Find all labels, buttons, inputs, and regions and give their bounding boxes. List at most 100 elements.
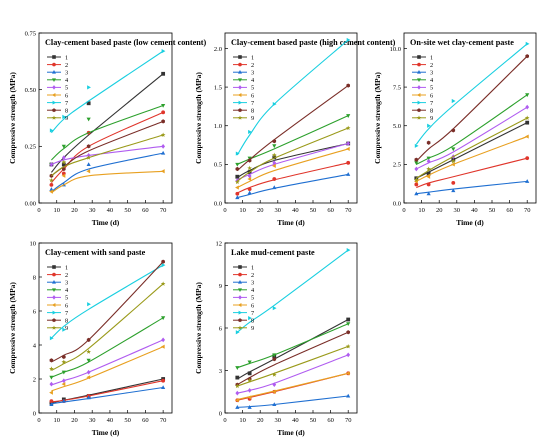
series-6-point — [247, 395, 252, 400]
series-9-fit-line — [237, 345, 349, 387]
series-5-point — [49, 162, 54, 167]
series-3-fit-line — [237, 173, 349, 199]
series-6-point — [86, 375, 91, 380]
chart-title: Clay-cement based paste (low cement cont… — [45, 38, 206, 47]
series-4-point — [414, 161, 419, 166]
series-7-point — [161, 263, 166, 268]
series-3-point — [414, 191, 419, 196]
series-6-point — [49, 189, 53, 194]
legend-marker-6 — [51, 93, 56, 97]
series-8-fit-line — [51, 261, 164, 363]
legend-marker-7 — [52, 100, 57, 105]
legend-marker-5 — [238, 295, 242, 300]
series-2-fit-line — [51, 380, 164, 403]
legend-label-4: 4 — [65, 77, 69, 84]
legend-label-4: 4 — [430, 77, 434, 84]
x-tick-label: 20 — [257, 207, 264, 214]
series-8-point — [62, 354, 66, 359]
legend-label-9: 9 — [251, 325, 254, 332]
y-tick-label: 0.0 — [214, 200, 222, 207]
y-axis-label: Compressive strength (MPa) — [373, 72, 382, 164]
series-2-point — [161, 110, 166, 115]
legend-label-8: 8 — [251, 108, 254, 115]
series-6-point — [235, 185, 239, 190]
series-8-point — [346, 330, 351, 335]
series-7-point — [87, 85, 91, 90]
series-9-point — [234, 383, 240, 389]
legend-marker-3 — [238, 70, 242, 74]
series-9-point — [160, 132, 166, 137]
series-3-fit-line — [51, 386, 164, 405]
legend-marker-4 — [238, 288, 242, 292]
x-tick-label: 0 — [223, 207, 226, 214]
series-7-point — [272, 102, 277, 107]
x-tick-label: 70 — [345, 207, 352, 214]
series-5-fit-line — [416, 106, 528, 170]
series-4-fit-line — [237, 323, 349, 369]
legend-label-5: 5 — [65, 295, 68, 302]
series-6-point — [160, 344, 165, 349]
series-5-point — [346, 352, 351, 358]
series-9-point — [413, 177, 419, 182]
legend-marker-8 — [52, 318, 56, 323]
legend-marker-7 — [52, 310, 57, 315]
x-tick-label: 30 — [275, 207, 282, 214]
y-tick-label: 3 — [219, 368, 222, 375]
series-4-point — [235, 366, 240, 370]
legend-label-1: 1 — [65, 54, 68, 61]
series-3-point — [86, 162, 91, 166]
legend-label-3: 3 — [251, 70, 254, 77]
legend-marker-2 — [238, 62, 242, 67]
plot-frame — [38, 32, 173, 204]
series-6-fit-line — [51, 170, 164, 194]
series-6-point — [451, 162, 455, 167]
series-2-point — [426, 182, 431, 187]
series-3-point — [525, 179, 530, 183]
series-6-point — [160, 169, 165, 174]
legend-marker-2 — [52, 272, 56, 277]
series-6-point — [61, 173, 66, 178]
y-tick-label: 10.0 — [390, 46, 401, 53]
y-tick-label: 2.0 — [214, 46, 222, 53]
series-9-point — [271, 372, 277, 377]
series-4-point — [247, 360, 252, 365]
legend-label-1: 1 — [251, 54, 254, 61]
y-tick-label: 0.75 — [25, 30, 36, 37]
series-1-fit-line — [416, 122, 528, 179]
legend-marker-8 — [238, 108, 242, 113]
series-2-point — [247, 187, 252, 191]
chart-panel-1: Clay-cement based paste (low cement cont… — [8, 30, 206, 227]
series-3-point — [247, 405, 252, 409]
legend-marker-4 — [417, 78, 421, 82]
legend-marker-4 — [52, 78, 56, 82]
legend-label-1: 1 — [65, 264, 68, 271]
series-7-point — [161, 49, 166, 54]
series-5-point — [272, 160, 277, 166]
x-axis-label: Time (d) — [277, 218, 305, 227]
series-8-fit-line — [237, 331, 349, 386]
series-8-point — [161, 119, 165, 124]
x-tick-label: 20 — [257, 417, 264, 424]
series-1-point — [525, 120, 530, 125]
legend-marker-2 — [52, 62, 56, 67]
series-7-point — [346, 37, 351, 43]
chart-title: Clay-cement with sand paste — [45, 248, 146, 257]
y-tick-label: 0 — [219, 410, 222, 417]
y-tick-label: 6 — [219, 325, 223, 332]
legend-label-9: 9 — [251, 115, 254, 122]
series-7-point — [49, 336, 54, 341]
legend-marker-2 — [238, 272, 242, 277]
legend-marker-3 — [52, 70, 56, 74]
legend-label-5: 5 — [251, 85, 254, 92]
series-6-point — [345, 146, 350, 151]
chart-title: Lake mud-cement paste — [231, 248, 315, 257]
y-tick-label: 6 — [33, 308, 37, 315]
legend-marker-9 — [237, 325, 243, 330]
y-tick-label: 8 — [33, 274, 36, 281]
y-tick-label: 2 — [33, 376, 36, 383]
series-1-point — [247, 371, 252, 376]
x-tick-label: 40 — [471, 207, 478, 214]
series-2-point — [525, 156, 530, 161]
series-1-point — [86, 101, 91, 106]
